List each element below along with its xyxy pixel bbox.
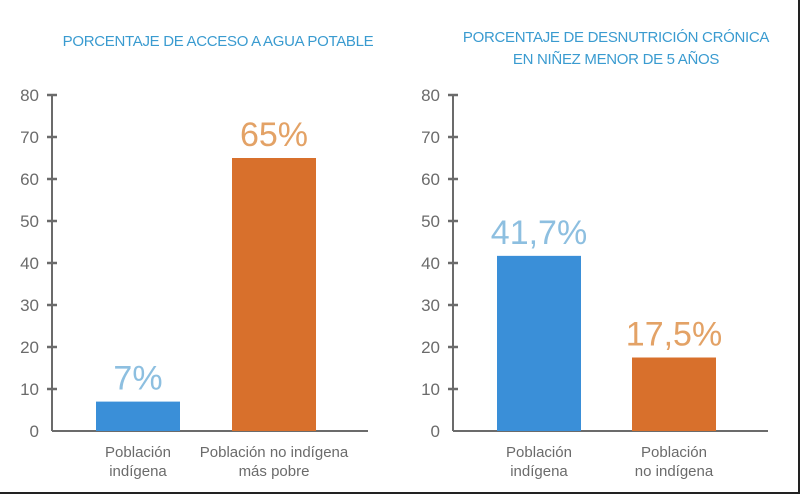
data-label: 41,7% <box>491 214 587 252</box>
y-tick-label: 60 <box>20 170 39 189</box>
data-label: 7% <box>113 360 162 398</box>
chart-water-access: PORCENTAJE DE ACCESO A AGUA POTABLE 0 10 20… <box>20 33 374 480</box>
category-label: Población <box>641 444 707 461</box>
y-tick-label: 20 <box>421 338 440 357</box>
category-label: Población <box>506 444 572 461</box>
y-tick-label: 80 <box>421 86 440 105</box>
bar-blue <box>497 255 581 431</box>
bar-orange <box>632 357 716 431</box>
chart-title: PORCENTAJE DE DESNUTRICIÓN CRÓNICA <box>463 29 770 46</box>
y-tick-label: 30 <box>421 296 440 315</box>
category-label: Población <box>105 444 171 461</box>
chart-title: PORCENTAJE DE ACCESO A AGUA POTABLE <box>63 33 374 50</box>
bar-orange <box>232 158 316 431</box>
y-tick-label: 0 <box>431 422 440 441</box>
y-tick-label: 40 <box>421 254 440 273</box>
y-tick-label: 30 <box>20 296 39 315</box>
y-tick-label: 50 <box>20 212 39 231</box>
category-label: no indígena <box>635 463 714 480</box>
y-tick-label: 70 <box>20 128 39 147</box>
data-label: 65% <box>240 116 308 154</box>
category-label: más pobre <box>239 463 310 480</box>
category-label: Población no indígena <box>200 444 349 461</box>
chart-chronic-malnutrition: PORCENTAJE DE DESNUTRICIÓN CRÓNICA EN NIÑ… <box>421 29 770 480</box>
chart-title: EN NIÑEZ MENOR DE 5 AÑOS <box>513 51 719 68</box>
y-tick-label: 10 <box>20 380 39 399</box>
y-tick-label: 70 <box>421 128 440 147</box>
category-label: indígena <box>109 463 167 480</box>
y-tick-label: 40 <box>20 254 39 273</box>
bar-blue <box>96 401 180 431</box>
y-tick-label: 10 <box>421 380 440 399</box>
y-tick-label: 20 <box>20 338 39 357</box>
data-label: 17,5% <box>626 316 722 354</box>
y-tick-label: 0 <box>30 422 39 441</box>
y-tick-label: 50 <box>421 212 440 231</box>
y-tick-label: 80 <box>20 86 39 105</box>
category-label: indígena <box>510 463 568 480</box>
y-tick-label: 60 <box>421 170 440 189</box>
